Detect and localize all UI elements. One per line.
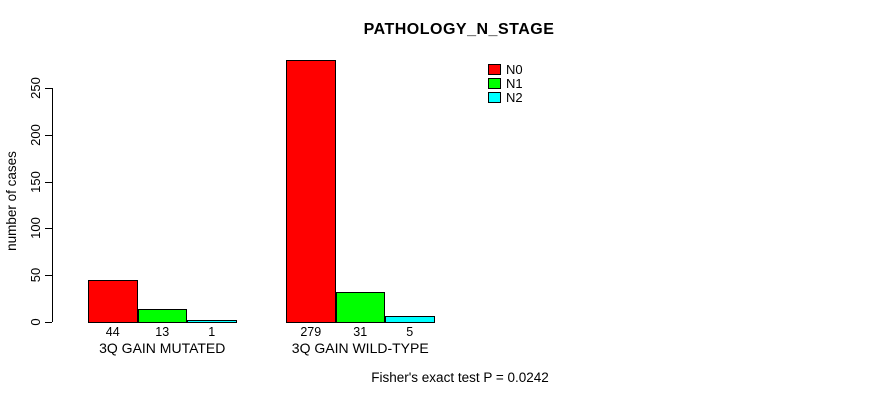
y-tick-label: 200 xyxy=(28,123,43,146)
legend-row: N0 xyxy=(488,62,523,77)
bar-n2-group1 xyxy=(187,320,237,323)
bar-n1-group1 xyxy=(137,308,187,323)
y-tick-mark xyxy=(45,88,52,89)
y-tick-label: 150 xyxy=(28,170,43,193)
category-label: 3Q GAIN MUTATED xyxy=(99,340,226,356)
bar-n2-group2 xyxy=(385,316,435,323)
category-label: 3Q GAIN WILD-TYPE xyxy=(291,340,429,356)
bar-value-label: 1 xyxy=(208,325,216,339)
bar-value-label: 13 xyxy=(155,325,170,339)
bar-value-label: 44 xyxy=(105,325,120,339)
y-tick-label: 250 xyxy=(28,77,43,99)
statistical-test-note: Fisher's exact test P = 0.0242 xyxy=(371,370,549,385)
bar-n0-group2 xyxy=(286,59,336,323)
legend-label: N0 xyxy=(506,62,523,77)
legend-swatch-n1 xyxy=(488,78,501,89)
y-tick-label: 50 xyxy=(28,267,43,283)
y-tick-label: 0 xyxy=(28,318,43,326)
bar-value-label: 5 xyxy=(406,325,414,339)
y-tick-mark xyxy=(45,275,52,277)
bar-n1-group2 xyxy=(335,291,385,323)
y-tick-mark xyxy=(45,228,52,230)
legend-swatch-n2 xyxy=(488,92,501,103)
legend-label: N2 xyxy=(506,90,523,105)
bar-n0-group1 xyxy=(88,279,138,323)
y-tick-label: 100 xyxy=(28,217,43,240)
y-axis-title: number of cases xyxy=(4,151,19,251)
y-axis-line xyxy=(52,88,53,322)
y-tick-mark xyxy=(45,134,52,136)
y-tick-mark xyxy=(45,181,52,183)
legend-row: N1 xyxy=(488,76,523,91)
bar-value-label: 279 xyxy=(300,325,322,339)
y-tick-mark xyxy=(45,322,52,323)
legend-label: N1 xyxy=(506,76,523,91)
chart-legend: N0 N1 N2 xyxy=(488,62,523,106)
legend-swatch-n0 xyxy=(488,64,501,75)
chart-title: PATHOLOGY_N_STAGE xyxy=(363,21,555,38)
bar-value-label: 31 xyxy=(353,325,368,339)
legend-row: N2 xyxy=(488,90,523,105)
